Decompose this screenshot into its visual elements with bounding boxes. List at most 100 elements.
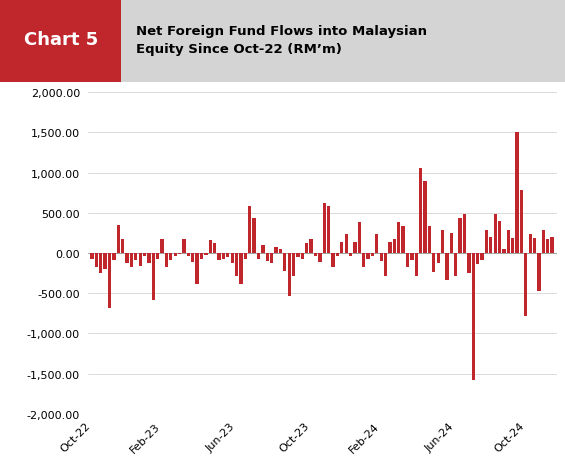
Bar <box>515 133 519 254</box>
Bar <box>331 254 334 268</box>
Bar <box>432 254 436 272</box>
Bar <box>375 234 379 254</box>
Bar <box>160 239 164 254</box>
Bar <box>213 244 216 254</box>
Bar <box>151 254 155 300</box>
Bar <box>437 254 440 264</box>
Bar <box>445 254 449 281</box>
Bar <box>454 254 457 276</box>
Bar <box>327 207 331 254</box>
Bar <box>428 226 431 254</box>
Bar <box>208 241 212 254</box>
Bar <box>353 242 357 254</box>
Bar <box>520 191 523 254</box>
Bar <box>90 254 94 260</box>
Bar <box>0 0 121 83</box>
Bar <box>550 238 554 254</box>
Bar <box>441 230 444 254</box>
Bar <box>511 238 514 254</box>
Bar <box>240 254 242 284</box>
Bar <box>121 239 124 254</box>
Bar <box>472 254 475 380</box>
Bar <box>257 254 260 260</box>
Bar <box>546 239 549 254</box>
Bar <box>169 254 172 261</box>
Bar <box>485 231 488 254</box>
Bar <box>507 231 510 254</box>
Bar <box>134 254 137 261</box>
Bar <box>493 215 497 254</box>
Bar <box>345 235 348 254</box>
Bar <box>283 254 286 271</box>
Bar <box>305 244 308 254</box>
Bar <box>195 254 199 284</box>
Bar <box>371 254 374 257</box>
Bar <box>480 254 484 261</box>
Bar <box>467 254 471 274</box>
Bar <box>253 218 256 254</box>
Bar <box>222 254 225 259</box>
Bar <box>367 254 370 260</box>
Bar <box>292 254 295 276</box>
Bar <box>323 204 326 254</box>
Bar <box>310 239 313 254</box>
Bar <box>301 254 304 260</box>
Bar <box>244 254 247 260</box>
Bar <box>529 235 532 254</box>
Bar <box>218 254 221 261</box>
Bar <box>458 219 462 254</box>
Bar <box>423 181 427 254</box>
Bar <box>498 221 501 254</box>
Bar <box>537 254 541 291</box>
Bar <box>288 254 291 296</box>
Bar <box>143 254 146 257</box>
Bar <box>489 238 493 254</box>
Bar <box>235 254 238 276</box>
Bar <box>358 223 361 254</box>
Bar <box>108 254 111 308</box>
Bar <box>178 254 181 255</box>
Bar <box>524 254 528 316</box>
Bar <box>200 254 203 260</box>
Bar <box>275 247 277 254</box>
Bar <box>130 254 133 268</box>
Bar <box>231 254 234 264</box>
Bar <box>226 254 229 258</box>
Bar <box>450 233 453 254</box>
Bar <box>261 246 264 254</box>
Bar <box>187 254 190 257</box>
Bar <box>296 254 299 258</box>
Bar <box>402 226 405 254</box>
Bar <box>410 254 414 261</box>
Bar <box>191 254 194 262</box>
Text: Net Foreign Fund Flows into Malaysian
Equity Since Oct-22 (RM’m): Net Foreign Fund Flows into Malaysian Eq… <box>136 25 427 55</box>
Bar <box>542 230 545 254</box>
Bar <box>362 254 366 268</box>
Bar <box>349 254 352 257</box>
Bar <box>279 249 282 254</box>
Bar <box>138 254 142 267</box>
Bar <box>533 238 536 254</box>
Bar <box>463 214 466 254</box>
Bar <box>406 254 409 268</box>
Bar <box>393 239 396 254</box>
Bar <box>182 239 186 254</box>
Bar <box>397 222 401 254</box>
Bar <box>388 242 392 254</box>
Bar <box>419 169 422 254</box>
Bar <box>336 254 339 257</box>
Bar <box>384 254 387 276</box>
Bar <box>165 254 168 268</box>
Bar <box>314 254 317 257</box>
Bar <box>95 254 98 268</box>
Bar <box>340 242 344 254</box>
Bar <box>103 254 107 269</box>
Bar <box>205 254 207 256</box>
Bar <box>266 254 269 261</box>
Bar <box>270 254 273 264</box>
Bar <box>318 254 321 262</box>
Bar <box>248 207 251 254</box>
Bar <box>147 254 151 264</box>
Bar <box>415 254 418 276</box>
Bar <box>173 254 177 257</box>
